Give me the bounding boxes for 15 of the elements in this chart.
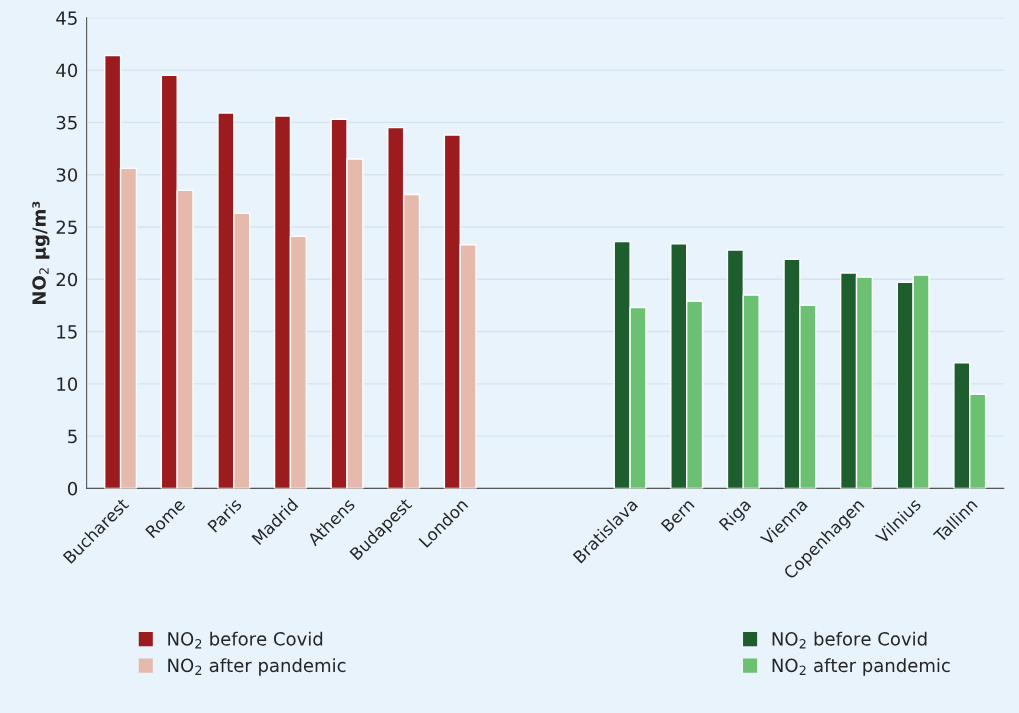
legend-label: NO$_{2}$ before Covid [772, 631, 927, 649]
y-tick-label: 40 [56, 63, 78, 78]
legend-label: NO$_{2}$ after pandemic [168, 658, 346, 676]
y-tick-label: 20 [56, 272, 78, 287]
y-tick-label: 0 [67, 481, 78, 496]
y-tick-label: 30 [56, 168, 78, 182]
y-axis-title: NO$_{2}$ µg/m³ [32, 201, 50, 304]
legend-label: NO$_{2}$ before Covid [168, 631, 323, 649]
y-tick-label: 15 [57, 325, 77, 339]
y-tick-label: 5 [68, 429, 77, 444]
y-tick-label: 35 [56, 115, 77, 130]
y-tick-label: 45 [56, 11, 77, 25]
legend-label: NO$_{2}$ after pandemic [772, 658, 950, 676]
y-tick-label: 25 [56, 220, 77, 235]
y-tick-label: 10 [57, 377, 78, 391]
